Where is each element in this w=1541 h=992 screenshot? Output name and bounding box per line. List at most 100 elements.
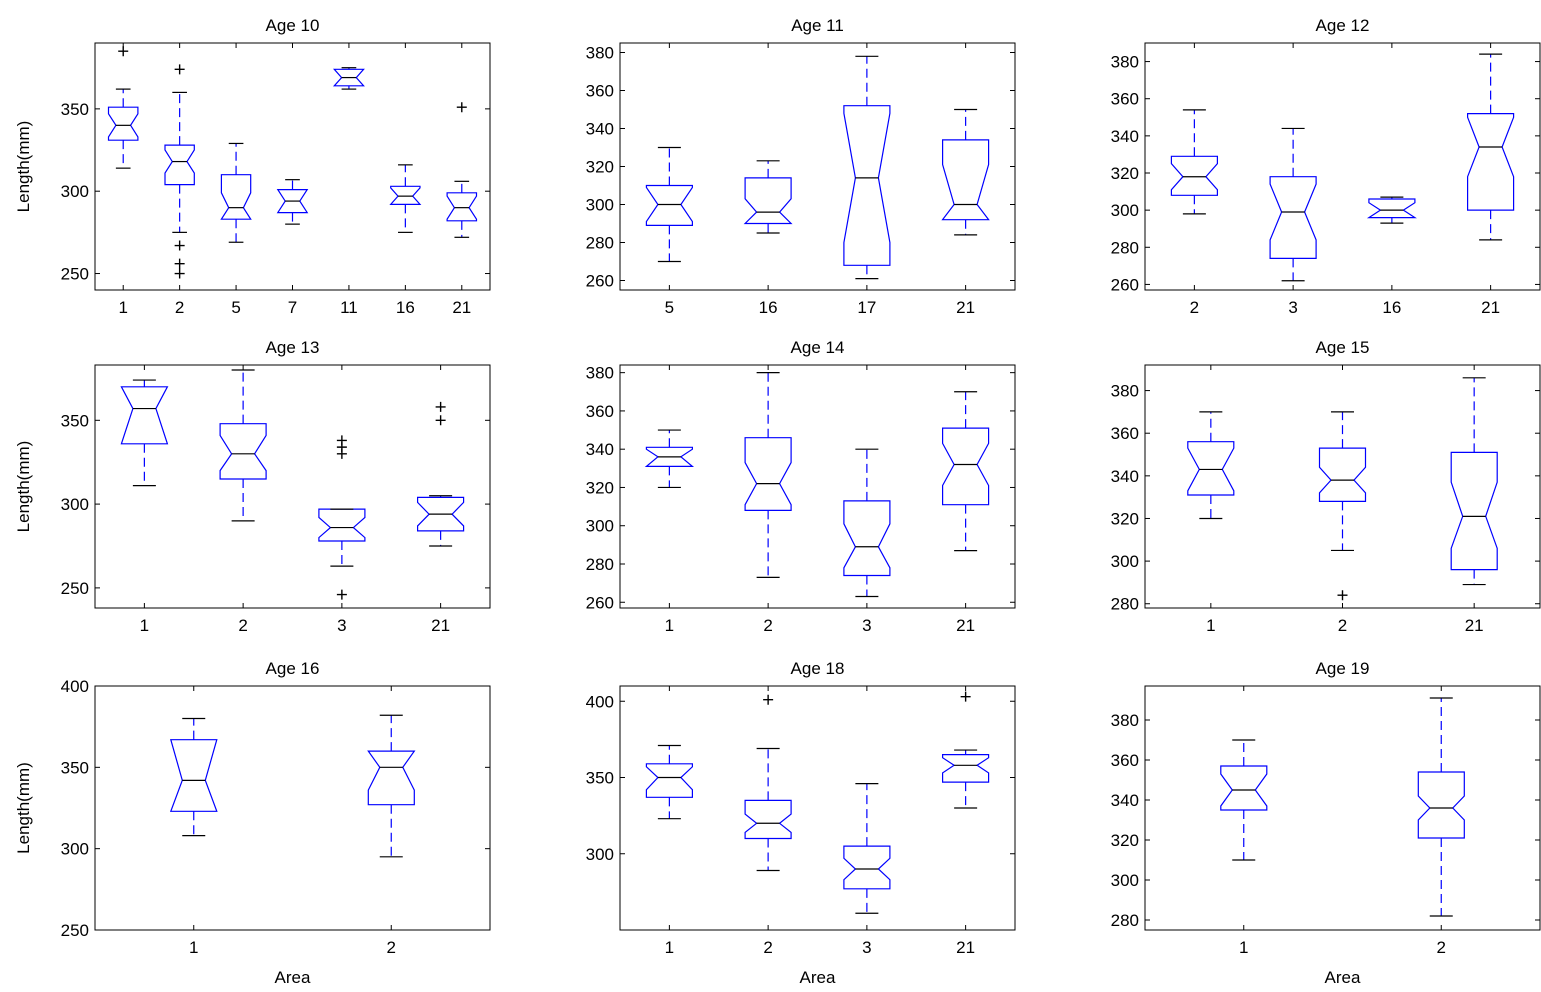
x-tick-label: 21 — [431, 616, 450, 635]
box-notched — [318, 508, 366, 542]
y-tick-label: 280 — [586, 234, 614, 253]
subplot-title: Age 12 — [1316, 16, 1370, 35]
y-tick-label: 300 — [1111, 552, 1139, 571]
y-tick-label: 250 — [61, 921, 89, 940]
x-tick-label: 16 — [759, 298, 778, 317]
subplot-title: Age 19 — [1316, 659, 1370, 678]
y-tick-label: 260 — [586, 272, 614, 291]
x-tick-label: 2 — [387, 938, 396, 957]
y-tick-label: 360 — [1111, 424, 1139, 443]
x-tick-label: 5 — [665, 298, 674, 317]
outlier-marker — [174, 258, 185, 269]
x-tick-label: 2 — [175, 298, 184, 317]
outlier-marker — [174, 240, 185, 251]
y-tick-label: 250 — [61, 579, 89, 598]
x-tick-label: 21 — [452, 298, 471, 317]
box-notched — [446, 192, 478, 222]
y-axis-label: Length(mm) — [14, 441, 33, 533]
y-tick-label: 350 — [61, 100, 89, 119]
x-tick-label: 1 — [1206, 616, 1215, 635]
box-notched — [1220, 765, 1268, 811]
y-tick-label: 340 — [1111, 467, 1139, 486]
subplot-4: Age 13 250 300 350 1 2 3 21 Length(mm) — [14, 338, 491, 635]
y-tick-label: 300 — [61, 182, 89, 201]
y-tick-label: 320 — [1111, 831, 1139, 850]
y-tick-label: 400 — [586, 692, 614, 711]
x-tick-label: 2 — [1338, 616, 1347, 635]
y-tick-label: 360 — [586, 82, 614, 101]
y-tick-label: 320 — [1111, 164, 1139, 183]
y-tick-label: 360 — [1111, 90, 1139, 109]
axes-frame — [1144, 685, 1541, 931]
y-tick-label: 380 — [1111, 53, 1139, 72]
x-tick-label: 2 — [238, 616, 247, 635]
subplot-5: Age 14 260 280 300 320 340 360 380 1 2 3 21 — [586, 338, 1016, 635]
y-tick-label: 300 — [586, 196, 614, 215]
outlier-marker — [174, 268, 185, 279]
x-tick-label: 21 — [1481, 298, 1500, 317]
y-tick-label: 350 — [61, 411, 89, 430]
subplot-title: Age 14 — [791, 338, 845, 357]
y-tick-label: 340 — [1111, 791, 1139, 810]
subplot-title: Age 15 — [1316, 338, 1370, 357]
y-tick-label: 320 — [586, 478, 614, 497]
x-axis-label: Area — [800, 968, 836, 987]
box-notched — [1450, 451, 1498, 571]
x-axis-label: Area — [1325, 968, 1361, 987]
box-notched — [941, 427, 990, 506]
x-tick-label: 1 — [118, 298, 127, 317]
box-notched — [220, 174, 252, 220]
x-tick-label: 2 — [1437, 938, 1446, 957]
box-notched — [1318, 447, 1367, 502]
y-tick-label: 380 — [1111, 711, 1139, 730]
outlier-marker — [1337, 590, 1348, 601]
subplot-title: Age 16 — [266, 659, 320, 678]
subplot-7: Age 16 250 300 350 400 1 2 Length(mm) Area — [14, 659, 491, 987]
x-tick-label: 2 — [1190, 298, 1199, 317]
x-tick-label: 3 — [862, 616, 871, 635]
axes-frame — [1144, 42, 1541, 291]
outlier-marker — [435, 415, 446, 426]
y-tick-label: 260 — [586, 593, 614, 612]
box-notched — [941, 753, 990, 783]
y-tick-label: 350 — [61, 758, 89, 777]
box-notched — [645, 184, 694, 226]
y-tick-label: 300 — [1111, 871, 1139, 890]
box-notched — [169, 739, 218, 812]
outlier-marker — [435, 401, 446, 412]
box-notched — [120, 386, 169, 445]
box-notched — [1366, 198, 1417, 219]
subplot-9: Age 19 280 300 320 340 360 380 1 2 Area — [1111, 659, 1541, 987]
box-notched — [744, 437, 792, 511]
y-tick-label: 280 — [1111, 238, 1139, 257]
outlier-marker — [336, 589, 347, 600]
x-tick-label: 1 — [665, 938, 674, 957]
y-axis-label: Length(mm) — [14, 762, 33, 854]
box-notched — [743, 177, 793, 225]
y-tick-label: 340 — [586, 120, 614, 139]
box-notched — [843, 500, 891, 577]
axes-frame — [94, 685, 491, 931]
outlier-marker — [763, 694, 774, 705]
subplot-title: Age 10 — [266, 16, 320, 35]
x-axis-label: Area — [275, 968, 311, 987]
x-tick-label: 5 — [231, 298, 240, 317]
box-notched — [417, 496, 465, 532]
y-tick-label: 260 — [1111, 275, 1139, 294]
outlier-marker — [118, 46, 129, 57]
y-tick-label: 360 — [1111, 751, 1139, 770]
subplot-3: Age 12 260 280 300 320 340 360 380 2 3 16 21 — [1111, 16, 1541, 317]
x-tick-label: 21 — [1465, 616, 1484, 635]
axes-frame — [94, 364, 491, 609]
y-tick-label: 360 — [586, 402, 614, 421]
subplot-8: Age 18 300 350 400 1 2 3 21 Area — [586, 659, 1016, 987]
y-tick-label: 300 — [1111, 201, 1139, 220]
y-tick-label: 380 — [586, 364, 614, 383]
outlier-marker — [336, 448, 347, 459]
subplot-title: Age 18 — [791, 659, 845, 678]
x-tick-label: 1 — [140, 616, 149, 635]
box-notched — [644, 446, 695, 467]
axes-frame — [1144, 364, 1541, 609]
y-tick-label: 320 — [586, 158, 614, 177]
